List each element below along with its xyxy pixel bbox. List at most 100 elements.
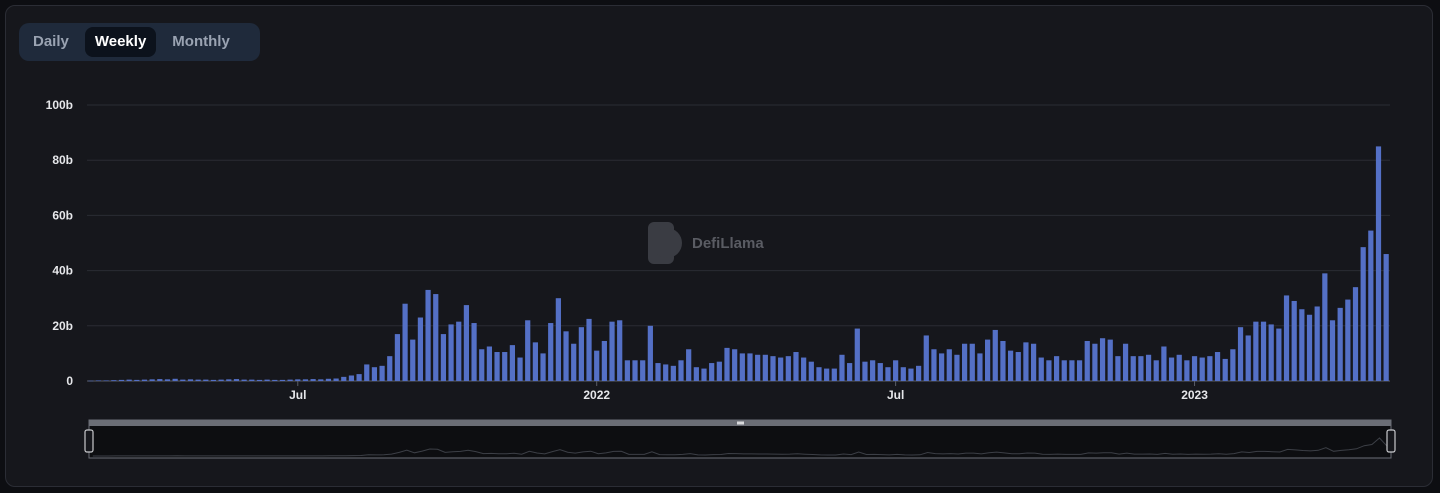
bar[interactable] (939, 353, 945, 381)
bar[interactable] (1023, 342, 1029, 381)
bar[interactable] (1306, 314, 1313, 381)
bar[interactable] (670, 365, 676, 381)
bar[interactable] (908, 368, 914, 381)
bar[interactable] (249, 379, 255, 381)
bar[interactable] (1130, 356, 1136, 381)
bar[interactable] (1115, 356, 1121, 381)
bar[interactable] (1260, 321, 1267, 381)
bar[interactable] (233, 379, 240, 381)
bar[interactable] (1214, 352, 1221, 381)
bar[interactable] (916, 365, 922, 381)
bar[interactable] (701, 368, 707, 381)
bar[interactable] (1245, 335, 1251, 381)
bar[interactable] (218, 379, 224, 381)
bar[interactable] (456, 321, 462, 381)
bar[interactable] (1076, 360, 1083, 381)
bar[interactable] (847, 363, 853, 381)
bar[interactable] (1345, 299, 1351, 381)
bar[interactable] (310, 379, 316, 381)
bar[interactable] (509, 345, 515, 381)
bar[interactable] (877, 363, 883, 381)
bar[interactable] (1168, 357, 1175, 381)
bar[interactable] (1099, 338, 1106, 381)
bar[interactable] (172, 378, 178, 381)
bar[interactable] (1084, 340, 1090, 381)
bar[interactable] (279, 379, 286, 381)
bar[interactable] (555, 298, 561, 381)
bar[interactable] (203, 379, 209, 381)
bar[interactable] (287, 379, 293, 381)
bar[interactable] (517, 357, 523, 381)
zoom-handle-right[interactable] (1386, 429, 1396, 453)
bar[interactable] (1299, 309, 1305, 381)
bar[interactable] (1337, 307, 1343, 381)
bar[interactable] (502, 352, 508, 381)
bar[interactable] (724, 347, 730, 381)
bar[interactable] (111, 380, 117, 381)
bar[interactable] (1237, 327, 1244, 381)
bar[interactable] (693, 367, 699, 381)
bar[interactable] (571, 343, 577, 381)
bar[interactable] (272, 379, 278, 381)
bar[interactable] (663, 364, 669, 381)
bar[interactable] (1253, 321, 1259, 381)
bar[interactable] (893, 360, 899, 381)
bar[interactable] (632, 360, 638, 381)
bar[interactable] (1230, 349, 1236, 381)
bar[interactable] (341, 376, 347, 381)
bar[interactable] (854, 328, 860, 381)
bar[interactable] (210, 379, 217, 381)
bar[interactable] (318, 379, 324, 381)
bar[interactable] (226, 379, 232, 381)
bar[interactable] (1176, 354, 1182, 381)
bar[interactable] (417, 317, 424, 381)
bar[interactable] (1322, 273, 1328, 381)
bar[interactable] (785, 356, 791, 381)
bar[interactable] (356, 374, 362, 381)
toggle-daily[interactable]: Daily (33, 33, 69, 50)
bar[interactable] (594, 350, 600, 381)
bar[interactable] (1000, 340, 1006, 381)
bar[interactable] (1153, 360, 1159, 381)
bar[interactable] (563, 331, 569, 381)
bar[interactable] (985, 339, 991, 381)
bar[interactable] (126, 379, 132, 381)
bar[interactable] (1375, 146, 1382, 381)
bar[interactable] (164, 379, 171, 381)
bar[interactable] (885, 367, 891, 381)
bar[interactable] (371, 367, 378, 381)
bar[interactable] (647, 325, 653, 381)
bar[interactable] (479, 349, 485, 381)
bar[interactable] (1061, 360, 1067, 381)
bar[interactable] (1145, 354, 1152, 381)
bar[interactable] (1329, 320, 1336, 381)
bar[interactable] (900, 367, 906, 381)
bar[interactable] (494, 352, 500, 381)
bar[interactable] (256, 379, 263, 381)
bar[interactable] (425, 289, 431, 381)
bar[interactable] (739, 353, 745, 381)
bar[interactable] (862, 361, 868, 381)
bar[interactable] (402, 303, 408, 381)
bar[interactable] (1383, 254, 1389, 381)
bar[interactable] (839, 354, 845, 381)
toggle-weekly[interactable]: Weekly (84, 27, 157, 57)
toggle-monthly[interactable]: Monthly (172, 33, 230, 50)
bar[interactable] (962, 343, 968, 381)
bar[interactable] (1352, 287, 1359, 381)
bar[interactable] (923, 335, 929, 381)
bar[interactable] (548, 323, 554, 381)
bar[interactable] (463, 305, 470, 381)
bar[interactable] (870, 360, 876, 381)
bar[interactable] (118, 379, 125, 381)
bar[interactable] (1038, 357, 1044, 381)
bar[interactable] (1276, 328, 1282, 381)
bar[interactable] (387, 356, 393, 381)
bar[interactable] (1199, 357, 1205, 381)
bar[interactable] (793, 352, 799, 381)
bar[interactable] (157, 379, 163, 381)
bar[interactable] (241, 379, 247, 381)
bar[interactable] (617, 320, 623, 381)
bar[interactable] (1138, 356, 1144, 381)
bar[interactable] (1191, 356, 1198, 381)
